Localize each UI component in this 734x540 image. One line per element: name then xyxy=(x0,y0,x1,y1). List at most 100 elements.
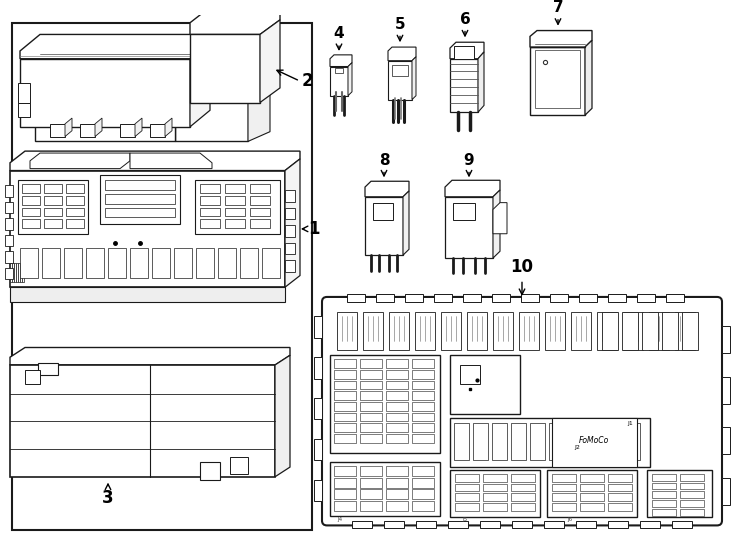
Polygon shape xyxy=(10,287,285,302)
Bar xyxy=(608,494,632,501)
Bar xyxy=(373,202,393,220)
Polygon shape xyxy=(450,42,484,59)
Polygon shape xyxy=(275,355,290,477)
Bar xyxy=(334,434,356,443)
Bar xyxy=(16,263,18,282)
Text: 1: 1 xyxy=(308,220,319,238)
Polygon shape xyxy=(478,52,484,112)
Polygon shape xyxy=(20,59,190,127)
Bar xyxy=(335,69,343,73)
Bar xyxy=(412,423,434,432)
Bar xyxy=(334,370,356,379)
Text: 7: 7 xyxy=(553,0,563,15)
Polygon shape xyxy=(80,124,95,137)
Bar xyxy=(530,423,545,460)
Bar xyxy=(492,294,510,302)
Bar xyxy=(473,423,488,460)
Bar xyxy=(412,466,434,476)
Bar xyxy=(5,185,13,197)
Bar xyxy=(448,521,468,528)
Bar xyxy=(218,248,236,278)
Polygon shape xyxy=(38,363,58,375)
Bar xyxy=(412,402,434,411)
Bar xyxy=(386,402,408,411)
Bar xyxy=(314,357,322,379)
Bar xyxy=(412,359,434,368)
Bar xyxy=(64,248,82,278)
Bar xyxy=(608,503,632,511)
Polygon shape xyxy=(585,40,592,115)
Text: 8: 8 xyxy=(379,153,389,167)
Polygon shape xyxy=(135,118,142,137)
Bar xyxy=(512,521,532,528)
Bar xyxy=(22,196,40,205)
Polygon shape xyxy=(454,46,474,59)
Bar xyxy=(545,312,565,350)
Bar xyxy=(386,392,408,400)
Bar xyxy=(314,439,322,460)
Bar xyxy=(453,202,475,220)
Bar xyxy=(675,312,695,350)
Polygon shape xyxy=(365,197,403,255)
Bar xyxy=(386,359,408,368)
Polygon shape xyxy=(10,171,285,287)
Bar xyxy=(386,466,408,476)
Bar xyxy=(360,402,382,411)
Bar xyxy=(576,521,596,528)
Polygon shape xyxy=(30,153,130,168)
Bar xyxy=(483,484,507,491)
Polygon shape xyxy=(190,7,280,35)
Bar xyxy=(225,219,245,228)
Bar xyxy=(66,207,84,216)
Text: 3: 3 xyxy=(102,489,114,508)
Polygon shape xyxy=(10,348,290,365)
Bar xyxy=(460,365,480,384)
Text: J6: J6 xyxy=(567,517,572,522)
Bar xyxy=(225,184,245,193)
Polygon shape xyxy=(25,370,40,384)
Bar xyxy=(334,392,356,400)
Bar xyxy=(587,423,602,460)
Bar xyxy=(608,484,632,491)
Bar xyxy=(483,503,507,511)
Bar xyxy=(483,494,507,501)
Bar xyxy=(652,483,676,489)
Bar xyxy=(44,207,62,216)
Bar xyxy=(314,480,322,501)
Bar xyxy=(412,489,434,499)
Polygon shape xyxy=(388,47,416,60)
Bar xyxy=(86,248,104,278)
Bar xyxy=(441,312,461,350)
Bar xyxy=(5,235,13,246)
Polygon shape xyxy=(50,124,65,137)
Bar xyxy=(386,381,408,389)
Bar xyxy=(480,521,500,528)
Bar xyxy=(511,474,535,482)
Bar xyxy=(580,484,604,491)
Bar xyxy=(330,462,440,516)
Bar xyxy=(285,242,295,254)
Bar xyxy=(66,184,84,193)
Bar xyxy=(652,500,676,507)
Polygon shape xyxy=(190,42,210,127)
Polygon shape xyxy=(65,118,72,137)
Bar xyxy=(347,294,365,302)
Bar xyxy=(14,263,15,282)
Polygon shape xyxy=(120,124,135,137)
Bar xyxy=(637,294,655,302)
Bar xyxy=(552,503,576,511)
Bar xyxy=(405,294,423,302)
Bar xyxy=(511,494,535,501)
Bar xyxy=(200,219,220,228)
Bar xyxy=(360,466,382,476)
Bar xyxy=(225,207,245,216)
Bar xyxy=(450,470,540,517)
Bar xyxy=(455,474,479,482)
Bar xyxy=(12,23,312,530)
Bar xyxy=(597,312,617,350)
Bar xyxy=(5,251,13,263)
Polygon shape xyxy=(445,180,500,197)
Bar xyxy=(580,503,604,511)
Bar xyxy=(376,294,394,302)
Polygon shape xyxy=(445,197,493,258)
